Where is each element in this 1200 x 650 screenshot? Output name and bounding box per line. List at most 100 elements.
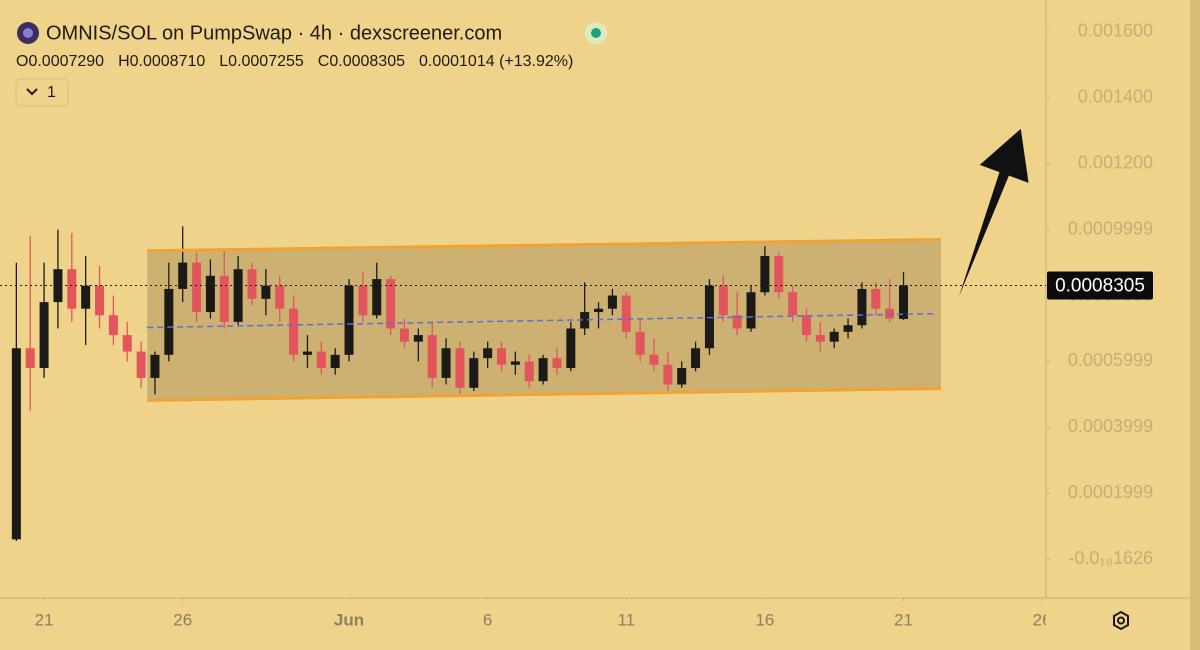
candle-body — [760, 256, 770, 293]
chart-title: OMNIS/SOL on PumpSwap · 4h · dexscreener… — [46, 22, 502, 44]
x-axis: 21 26 Jun 6 11 16 21 26 — [35, 598, 1052, 629]
candle-body — [205, 275, 215, 313]
candle-body — [871, 288, 881, 309]
candle-body — [455, 348, 465, 388]
candle-body — [192, 262, 202, 313]
candle-body — [178, 262, 188, 289]
candle-body — [552, 358, 562, 369]
channel-upper — [147, 238, 941, 253]
last-price-label: 0.0008305 — [1055, 276, 1145, 297]
candle-body — [413, 335, 423, 342]
arrow — [958, 128, 1029, 297]
candle-body — [372, 279, 382, 316]
candle-body — [67, 269, 77, 309]
candle-body — [399, 328, 409, 342]
candle-body — [275, 285, 285, 309]
status-dot — [591, 28, 601, 38]
candle-body — [691, 348, 701, 369]
ohlc-item: L0.0007255 — [219, 53, 304, 70]
ohlc-item: 0.0001014 (+13.92%) — [419, 53, 573, 70]
y-tick-label: 0.001200 — [1078, 152, 1153, 172]
candle-body — [594, 308, 604, 313]
candle-body — [663, 364, 673, 385]
candle-body — [843, 325, 853, 332]
x-tick-label: 16 — [755, 610, 774, 629]
collapse-count: 1 — [47, 84, 56, 101]
ohlc-legend: O0.0007290 H0.0008710 L0.0007255 C0.0008305… — [16, 53, 573, 70]
candle-body — [53, 269, 63, 303]
candle-body — [441, 348, 451, 378]
last-price-box — [1047, 271, 1153, 300]
candle-body — [497, 348, 507, 365]
candle-body — [649, 354, 659, 365]
candle-body — [677, 368, 687, 385]
candle-body — [746, 292, 756, 329]
candle-body — [483, 348, 493, 359]
candle-body — [524, 361, 534, 382]
candle-body — [330, 354, 340, 369]
candle-body — [774, 256, 784, 293]
x-tick-label: 26 — [1033, 610, 1052, 629]
candle-body — [122, 335, 132, 352]
token-icon-inner — [23, 28, 33, 38]
candle-body — [136, 351, 146, 378]
candle-body — [899, 285, 909, 319]
candle-body — [108, 315, 118, 336]
x-tick-label: 21 — [894, 610, 913, 629]
candle-body — [621, 295, 631, 332]
candle-body — [566, 328, 576, 369]
candle-body — [469, 358, 479, 388]
candle-body — [219, 275, 229, 322]
candle-body — [247, 269, 257, 299]
settings-dot[interactable] — [1117, 616, 1125, 625]
ohlc-item: C0.0008305 — [318, 53, 405, 70]
x-tick-label: Jun — [334, 610, 364, 629]
x-tick-label: 11 — [617, 610, 635, 629]
candle-body — [885, 308, 895, 319]
candle-body — [150, 354, 160, 378]
candle-body — [815, 335, 825, 342]
candle-body — [261, 285, 271, 299]
candle-body — [580, 312, 590, 329]
x-tick-label: 26 — [173, 610, 192, 629]
candle-body — [358, 285, 368, 316]
candle-body — [607, 295, 617, 309]
candle-body — [386, 279, 396, 329]
ohlc-item: H0.0008710 — [118, 53, 205, 70]
collapse-button[interactable] — [15, 78, 69, 107]
chevron-icon — [26, 88, 38, 96]
candle-body — [39, 302, 49, 369]
candle-body — [857, 288, 867, 326]
y-tick-label: 0.001600 — [1078, 21, 1153, 41]
y-tick-label: 0.0005999 — [1068, 350, 1153, 370]
frame-edge — [1190, 0, 1200, 650]
settings-hex[interactable] — [1113, 610, 1129, 631]
channel-midline — [147, 312, 936, 329]
candle-body — [538, 358, 548, 382]
candle-body — [25, 348, 35, 369]
x-tick-label: 6 — [483, 610, 492, 629]
candle-body — [164, 288, 174, 355]
candle-body — [344, 285, 354, 355]
plot-area — [11, 226, 941, 542]
y-tick-label: 0.0009999 — [1068, 218, 1153, 238]
candle-body — [510, 361, 520, 365]
candle-body — [233, 269, 243, 322]
candle-body — [316, 351, 326, 369]
candle-body — [427, 335, 437, 378]
candle-body — [95, 285, 105, 316]
y-tick-label: 0.0003999 — [1068, 416, 1153, 436]
y-tick-label: -0.0₁₈1626 — [1068, 548, 1153, 568]
candle-body — [635, 331, 645, 355]
candle-body — [829, 331, 839, 342]
candle-body — [289, 308, 299, 355]
channel-fill — [147, 239, 941, 401]
settings-icon[interactable] — [1113, 610, 1129, 631]
candle-body — [302, 351, 312, 355]
candle-body — [11, 348, 21, 540]
candle-body — [732, 315, 742, 329]
ohlc-item: O0.0007290 — [16, 53, 104, 70]
candle-body — [718, 285, 728, 316]
